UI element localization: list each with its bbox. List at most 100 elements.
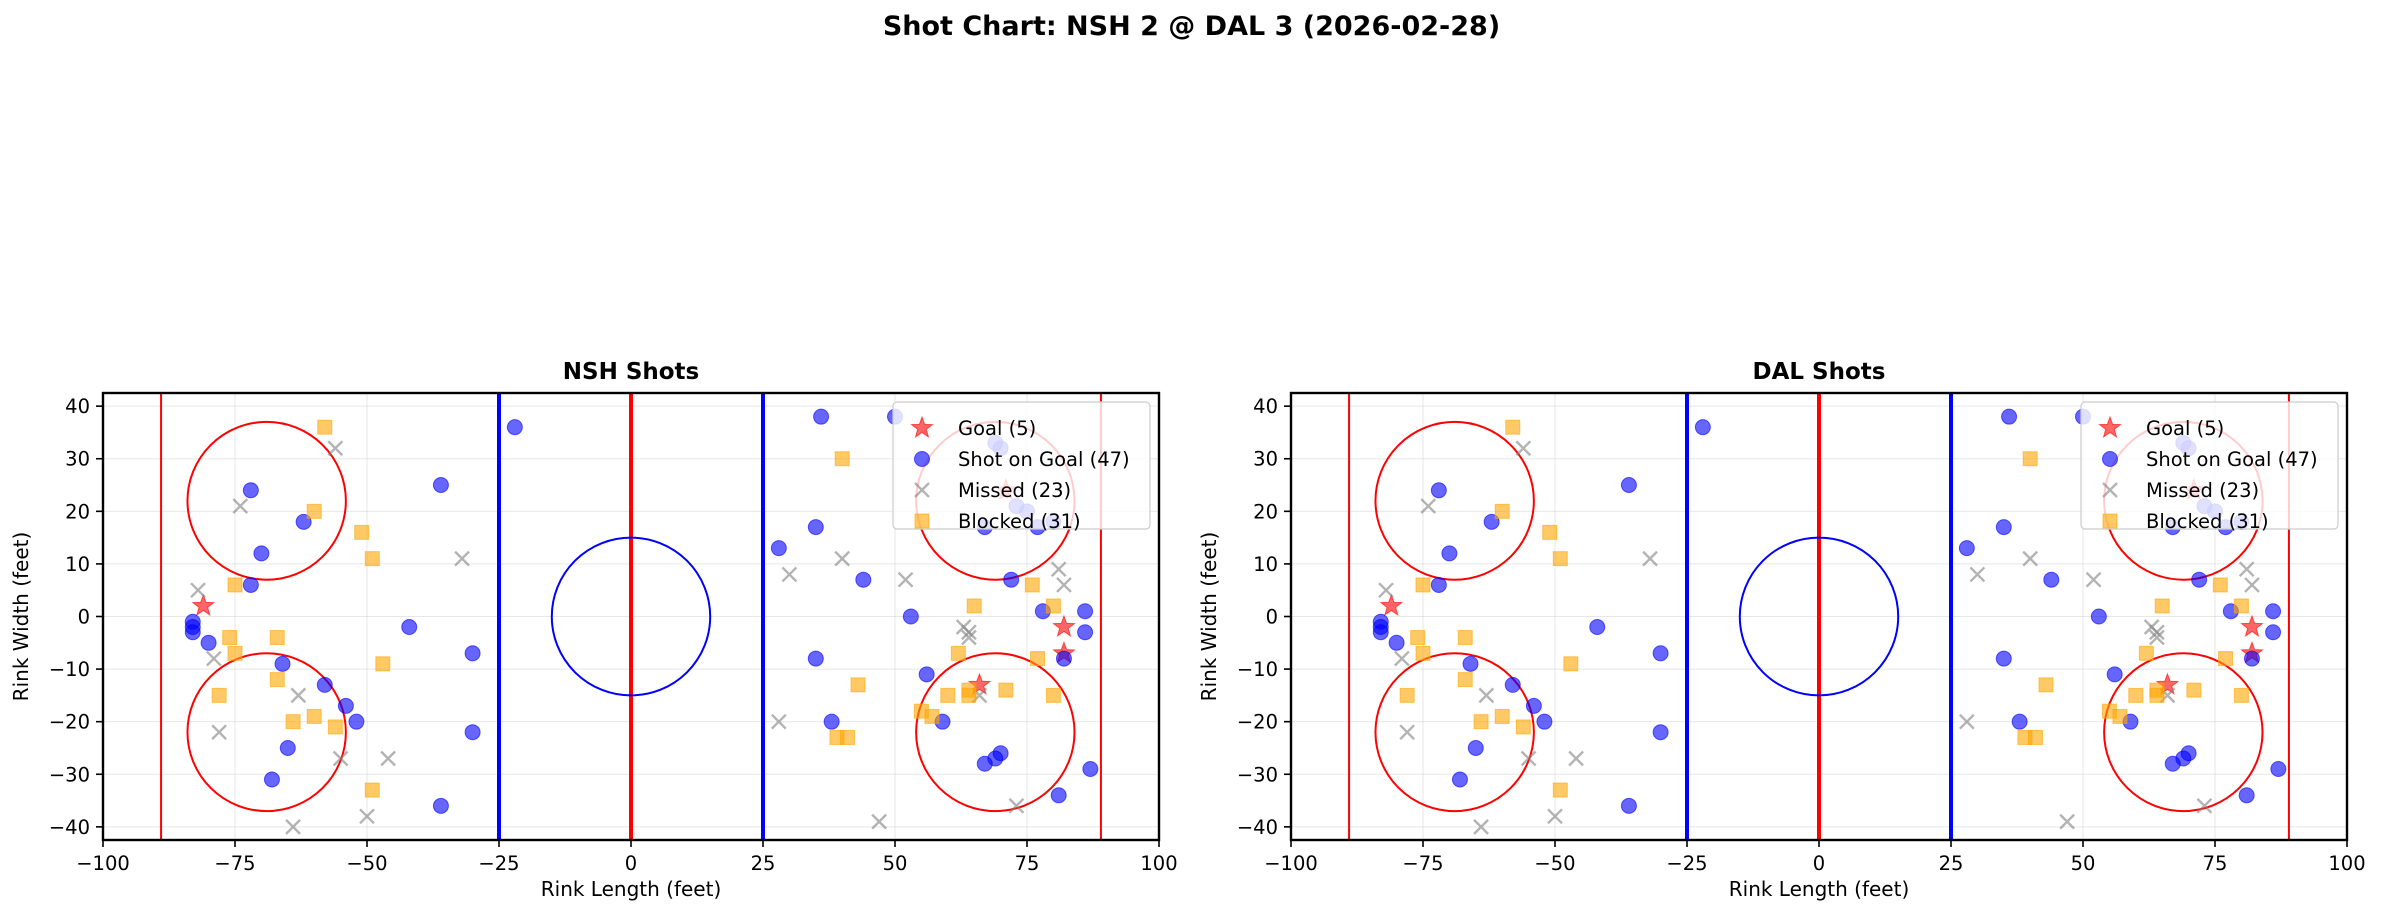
shot-on-goal-point [316, 676, 333, 693]
x-tick-label: −100 [76, 852, 130, 875]
missed-point [1050, 561, 1067, 578]
shot-on-goal-point [337, 697, 354, 714]
y-tick-label: −20 [1237, 711, 1278, 734]
missed-point [1642, 550, 1658, 567]
legend-marker-blocked [2102, 513, 2118, 529]
shot-on-goal-point [2243, 650, 2260, 667]
shot-on-goal-point [1525, 697, 1542, 714]
blocked-point [2128, 687, 2144, 703]
x-tick-label: −75 [1402, 852, 1443, 875]
goal-point [1052, 614, 1076, 638]
blocked-point [2112, 708, 2128, 724]
blocked-point [1552, 782, 1568, 798]
missed-point [834, 550, 851, 567]
legend-label: Goal (5) [958, 417, 1036, 440]
nsh-shots-panel: −100 −75 −50 −25 0 25 50 75 100−40−30−20−1001020… [9, 359, 1178, 901]
y-tick-label: −10 [1237, 658, 1278, 681]
shot-on-goal-point [1441, 545, 1458, 562]
missed-point [1394, 650, 1410, 667]
blocked-point [940, 687, 956, 703]
y-tick-label: 20 [65, 500, 90, 523]
shot-on-goal-point [1055, 650, 1072, 667]
faceoff-circle [1374, 652, 1535, 813]
missed-point [897, 571, 914, 588]
y-tick-label: −40 [49, 816, 90, 839]
missed-point [1515, 440, 1532, 457]
faceoff-circle [2103, 652, 2264, 813]
blocked-point [364, 782, 380, 798]
legend-marker-goal [2098, 415, 2122, 439]
blocked-point [327, 719, 343, 735]
missed-point [1008, 797, 1025, 814]
x-tick-label: 50 [2071, 852, 2096, 875]
dal-shots-panel: −100 −75 −50 −25 0 25 50 75 100−40−30−20−1001020… [1197, 359, 2366, 901]
y-tick-label: −30 [1237, 763, 1278, 786]
x-tick-label: −50 [1534, 852, 1575, 875]
x-tick-label: −100 [1264, 852, 1318, 875]
shot-on-goal-point [1589, 619, 1606, 636]
y-tick-label: 0 [1266, 606, 1278, 629]
shot-on-goal-point [348, 713, 365, 730]
shot-on-goal-point [506, 419, 523, 436]
shot-on-goal-point [2011, 713, 2028, 730]
blocked-point [1457, 630, 1473, 646]
blocked-point [1473, 714, 1489, 730]
shot-on-goal-point [401, 619, 418, 636]
missed-point [1969, 566, 1986, 583]
y-tick-label: 30 [65, 448, 90, 471]
blocked-point [1399, 687, 1415, 703]
blocked-point [1515, 719, 1531, 735]
blocked-point [269, 630, 285, 646]
blocked-point [1563, 656, 1579, 672]
blocked-point [2233, 598, 2249, 614]
shot-on-goal-point [1995, 519, 2012, 536]
shot-on-goal-point [184, 624, 201, 641]
shot-on-goal-point [1694, 419, 1711, 436]
shot-on-goal-point [2191, 571, 2208, 588]
y-tick-label: 10 [1253, 553, 1278, 576]
legend-marker-shot-on-goal [914, 451, 930, 467]
goal-point [2155, 672, 2180, 695]
missed-point [1568, 750, 1584, 767]
shot-on-goal-point [432, 797, 449, 814]
shot-on-goal-point [1462, 655, 1479, 672]
missed-point [359, 808, 375, 825]
shot-on-goal-point [279, 739, 296, 756]
legend-marker-goal [910, 415, 934, 439]
missed-point [770, 713, 787, 730]
blocked-point [1494, 708, 1510, 724]
legend-box [2080, 401, 2339, 530]
blocked-point [306, 708, 322, 724]
y-tick-label: 40 [65, 395, 90, 418]
missed-point [380, 750, 396, 767]
shot-on-goal-point [1652, 724, 1669, 741]
shot-on-goal-point [464, 724, 481, 741]
missed-point [206, 650, 222, 667]
y-tick-label: 10 [65, 553, 90, 576]
x-tick-label: 0 [1813, 852, 1825, 875]
blocked-point [269, 672, 285, 688]
shot-on-goal-point [1536, 713, 1553, 730]
faceoff-circle [915, 652, 1076, 813]
shot-on-goal-point [1082, 761, 1099, 778]
center-faceoff-circle [550, 536, 712, 697]
x-tick-label: 25 [1939, 852, 1964, 875]
shot-on-goal-point [813, 408, 830, 425]
shot-on-goal-point [274, 655, 291, 672]
shot-on-goal-point [1958, 540, 1975, 557]
missed-point [781, 566, 798, 583]
blocked-point [834, 451, 850, 467]
shot-on-goal-point [855, 571, 872, 588]
shot-on-goal-point [464, 645, 481, 662]
missed-point [2022, 550, 2039, 567]
shot-on-goal-point [902, 608, 919, 625]
missed-point [2244, 577, 2260, 593]
blocked-point [306, 503, 322, 519]
blocked-point [961, 687, 977, 703]
shot-on-goal-point [2001, 408, 2018, 425]
y-tick-label: 0 [78, 606, 90, 629]
shot-on-goal-point [992, 745, 1009, 762]
shot-on-goal-point [1372, 624, 1389, 641]
x-tick-label: 100 [1140, 852, 1177, 875]
shot-on-goal-point [1467, 739, 1484, 756]
